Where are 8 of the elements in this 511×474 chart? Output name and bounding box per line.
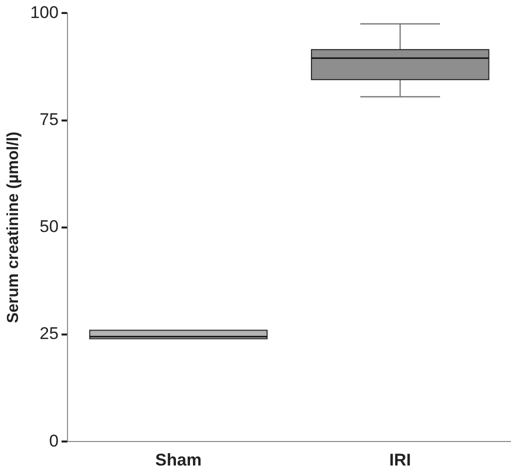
y-tick-label: 100 bbox=[30, 2, 59, 22]
y-tick-label: 50 bbox=[40, 217, 59, 236]
y-tick-label: 75 bbox=[40, 110, 59, 129]
x-tick-label: IRI bbox=[389, 450, 412, 470]
x-tick-label: Sham bbox=[155, 450, 202, 470]
y-tick-label: 25 bbox=[40, 324, 59, 344]
y-axis-title: Serum creatinine (µmol/l) bbox=[5, 132, 22, 324]
y-tick-label: 0 bbox=[49, 431, 59, 450]
